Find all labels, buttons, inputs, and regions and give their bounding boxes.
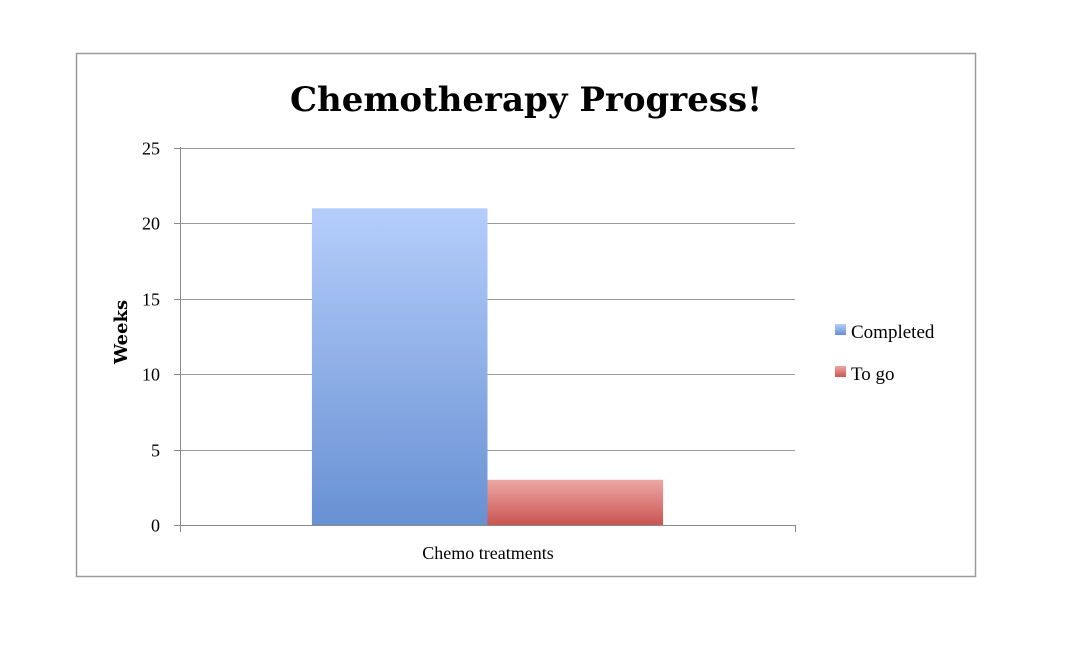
chart-title: Chemotherapy Progress! — [290, 80, 762, 120]
y-tick-label-25: 25 — [142, 139, 160, 159]
bar-completed — [311, 208, 488, 525]
y-axis-label: Weeks — [111, 300, 132, 365]
y-axis-ticks: 0 5 10 15 20 25 — [142, 139, 180, 536]
legend-label-completed: Completed — [851, 322, 935, 343]
y-tick-label-10: 10 — [142, 365, 160, 385]
legend-swatch-to-go — [835, 366, 846, 377]
x-category-label: Chemo treatments — [422, 543, 553, 563]
y-tick-label-0: 0 — [151, 516, 160, 536]
y-tick-label-15: 15 — [142, 290, 160, 310]
legend-label-to-go: To go — [851, 364, 895, 385]
y-tick-label-5: 5 — [151, 441, 160, 461]
legend-swatch-completed — [835, 324, 846, 335]
y-tick-label-20: 20 — [142, 214, 160, 234]
bars — [311, 208, 664, 525]
legend: Completed To go — [835, 322, 935, 385]
bar-to-go — [487, 479, 664, 525]
